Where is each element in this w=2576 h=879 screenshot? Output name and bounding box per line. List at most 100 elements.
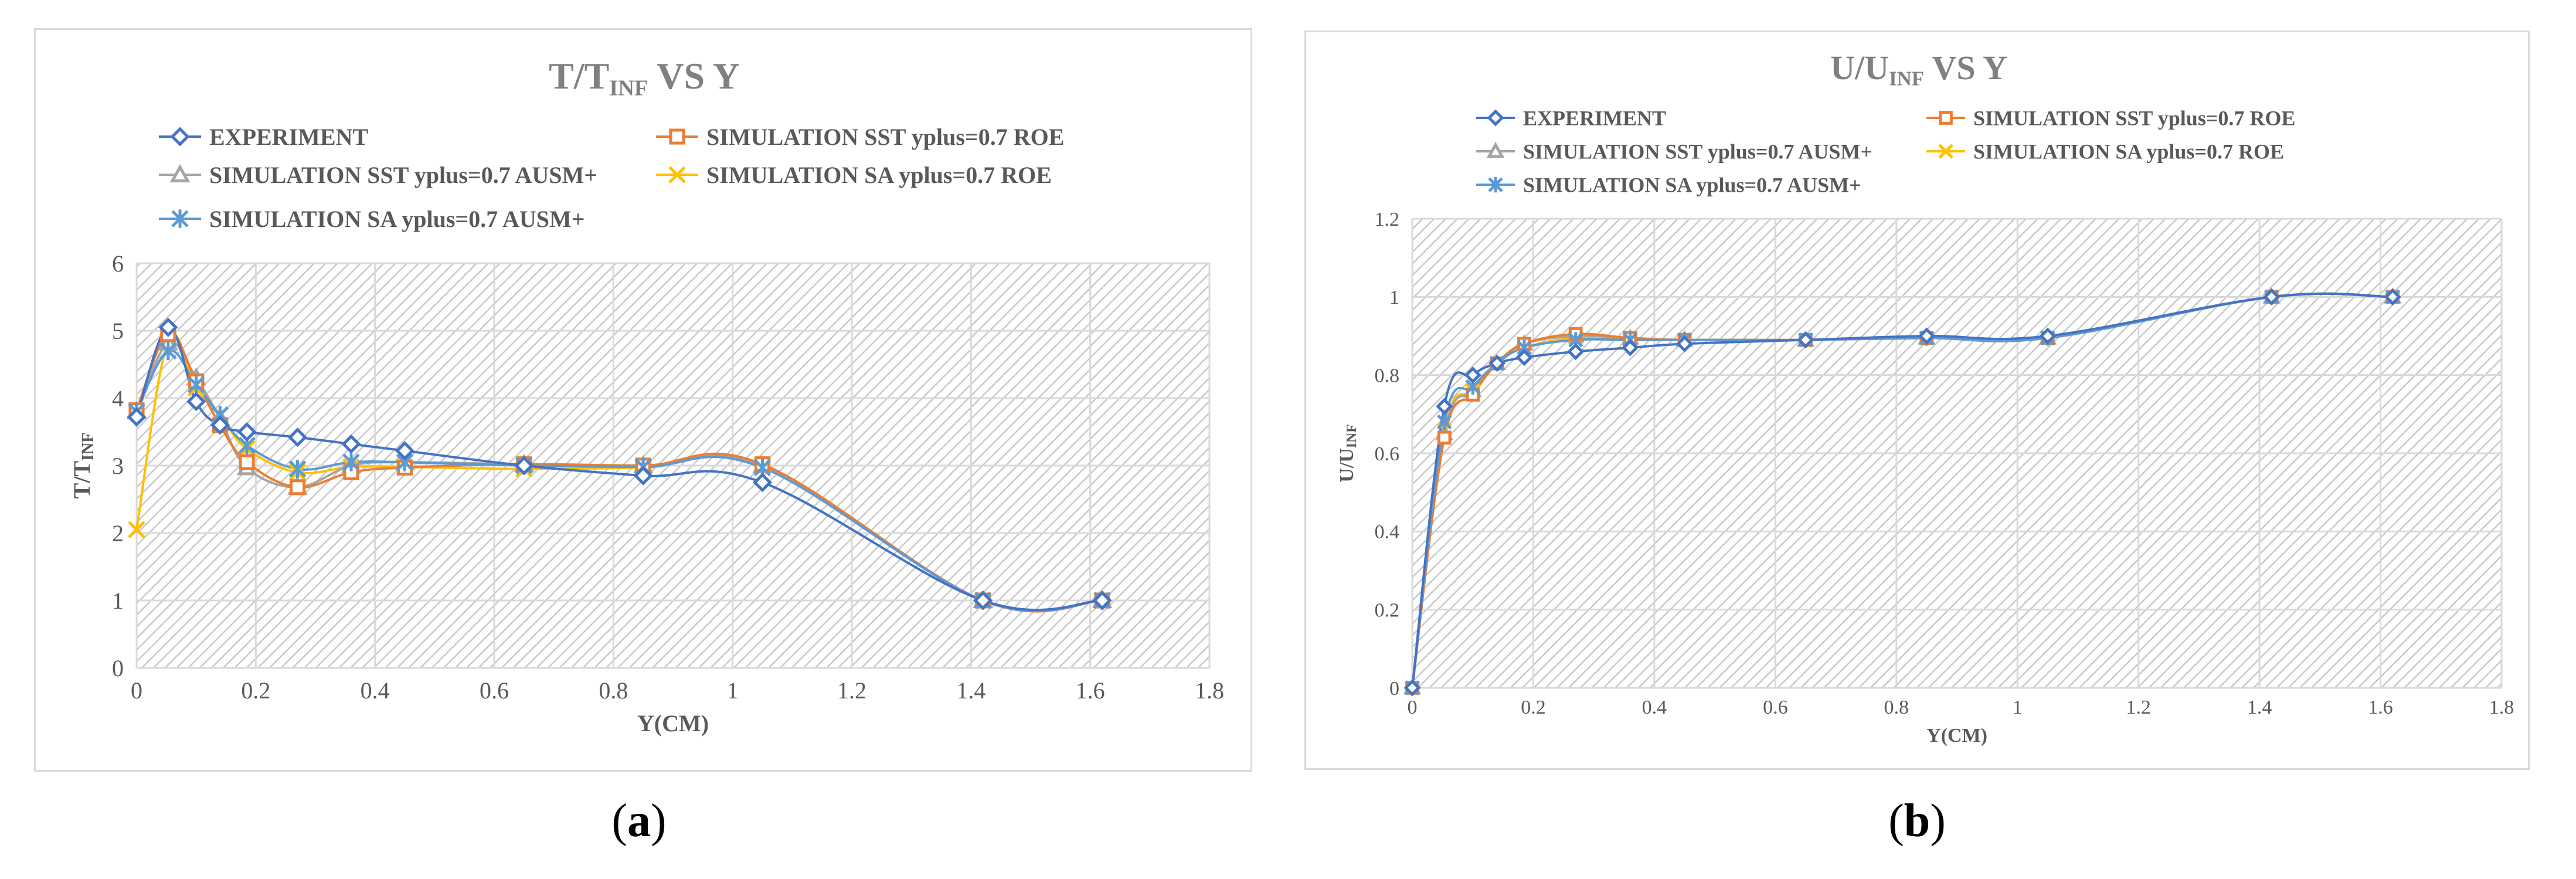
data-point	[1403, 679, 1421, 697]
chart-b-panel: 0 0.2 0.4 0.6 0.8 1 1.2 0 0.2 0.4 0.6 0.8 1 1.2 1.4 1.6…	[1304, 30, 2530, 770]
x-tick-label: 0.4	[1642, 697, 1667, 718]
subfigure-label-a: (a)	[611, 795, 667, 847]
chart-b: 0 0.2 0.4 0.6 0.8 1 1.2 0 0.2 0.4 0.6 0.8 1 1.2 1.4 1.6…	[1336, 49, 2514, 746]
legend-entry: EXPERIMENT	[1476, 107, 1666, 130]
data-point	[1464, 366, 1481, 384]
x-tick-label: 1.2	[2126, 697, 2151, 718]
data-point	[158, 317, 178, 337]
legend-marker	[1939, 111, 1953, 125]
legend-label: SIMULATION SST yplus=0.7 AUSM+	[1523, 140, 1872, 164]
y-tick-label: 0.8	[1375, 365, 1400, 387]
chart-a-panel: 0 1 2 3 4 5 6 0 0.2 0.4 0.6 0.8 1 1.2 1.4 1.6 1.8 T/TINF …	[34, 28, 1252, 772]
data-point	[1488, 355, 1506, 372]
legend-entry: SIMULATION SA yplus=0.7 AUSM+	[1476, 174, 1861, 197]
data-point	[2263, 288, 2281, 306]
data-point	[1092, 590, 1112, 610]
legend-label: SIMULATION SST yplus=0.7 ROE	[1973, 107, 2295, 130]
legend-label: SIMULATION SA yplus=0.7 ROE	[1973, 140, 2284, 164]
legend-marker	[170, 127, 190, 147]
data-point	[2384, 288, 2401, 306]
data-point	[289, 479, 306, 496]
data-point	[210, 415, 230, 435]
x-axis-label: Y(CM)	[637, 710, 709, 737]
legend-label: SIMULATION SA yplus=0.7 AUSM+	[1523, 174, 1861, 197]
x-tick-label: 1.4	[2247, 697, 2272, 718]
data-point	[1436, 414, 1452, 430]
legend-marker	[1486, 141, 1505, 158]
data-point	[1797, 331, 1814, 349]
x-axis-label: Y(CM)	[1926, 725, 1987, 746]
y-tick-label: 5	[112, 318, 124, 344]
y-tick-label: 1.2	[1375, 209, 1400, 230]
x-tick-label: 1.4	[956, 677, 985, 704]
x-tick-label: 0.6	[1763, 697, 1788, 718]
data-point	[752, 473, 773, 493]
data-point	[288, 460, 307, 478]
x-tick-label: 0.2	[241, 677, 270, 704]
data-point	[127, 407, 147, 427]
legend-marker	[1938, 144, 1953, 159]
x-tick-label: 1.2	[837, 677, 866, 704]
legend-entry: SIMULATION SST yplus=0.7 ROE	[656, 124, 1064, 150]
x-tick-label: 0.2	[1521, 697, 1546, 718]
legend-label: EXPERIMENT	[209, 124, 368, 150]
legend-marker	[169, 164, 191, 182]
legend-label: EXPERIMENT	[1523, 107, 1666, 130]
x-tick-label: 1.6	[1076, 677, 1105, 704]
y-tick-label: 1	[1389, 287, 1399, 308]
subfigure-label-b: (b)	[1888, 795, 1946, 847]
y-tick-label: 0.4	[1375, 521, 1400, 543]
x-tick-label: 0.6	[480, 677, 509, 704]
data-point	[1676, 335, 1694, 352]
legend-marker	[669, 128, 685, 145]
legend-label: SIMULATION SST yplus=0.7 ROE	[706, 124, 1064, 150]
data-point	[186, 392, 206, 412]
data-point	[395, 441, 415, 461]
legend-entry: EXPERIMENT	[159, 124, 368, 150]
data-point	[187, 375, 205, 394]
data-point	[1437, 430, 1452, 445]
y-tick-label: 3	[112, 453, 124, 479]
x-tick-label: 1	[727, 677, 739, 704]
x-tick-label: 0	[1408, 697, 1418, 718]
series-line	[1411, 292, 2393, 688]
legend-marker	[171, 209, 189, 228]
data-point	[287, 427, 308, 447]
x-tick-label: 1.8	[1195, 677, 1224, 704]
legend-marker	[1488, 177, 1503, 193]
x-tick-label: 1.8	[2489, 697, 2514, 718]
x-tick-label: 0	[131, 677, 142, 704]
data-point	[239, 454, 255, 470]
data-point	[1515, 349, 1533, 366]
data-point	[128, 521, 145, 539]
data-point	[1918, 327, 1935, 345]
legend-entry: SIMULATION SST yplus=0.7 AUSM+	[1476, 140, 1872, 164]
data-point	[973, 590, 993, 610]
x-tick-label: 0.8	[1884, 697, 1909, 718]
legend-label: SIMULATION SA yplus=0.7 ROE	[706, 162, 1052, 188]
y-tick-label: 4	[112, 385, 124, 412]
chart-title: T/TINF VS Y	[549, 55, 740, 101]
chart-title: U/UINF VS Y	[1830, 49, 2007, 90]
data-point	[342, 453, 360, 471]
y-axis-label: U/UINF	[1336, 424, 1360, 483]
y-tick-label: 0.2	[1375, 600, 1400, 622]
data-point	[1567, 343, 1585, 361]
series-line	[1411, 292, 2393, 688]
y-axis-label: T/TINF	[69, 433, 97, 499]
legend-label: SIMULATION SST yplus=0.7 AUSM+	[209, 162, 597, 188]
x-tick-label: 0.4	[361, 677, 390, 704]
legend-entry: SIMULATION SST yplus=0.7 ROE	[1926, 107, 2295, 130]
data-point	[514, 456, 534, 476]
legend-marker	[668, 166, 686, 184]
legend-entry: SIMULATION SA yplus=0.7 ROE	[656, 162, 1052, 188]
x-tick-label: 1	[2013, 697, 2023, 718]
y-tick-label: 1	[112, 588, 124, 614]
legend-marker	[1487, 109, 1504, 127]
y-tick-label: 6	[112, 250, 124, 277]
x-tick-label: 0.8	[599, 677, 628, 704]
legend-entry: SIMULATION SA yplus=0.7 AUSM+	[159, 206, 585, 232]
y-tick-label: 0	[112, 655, 124, 681]
data-point	[1436, 398, 1453, 415]
data-point	[2039, 327, 2057, 345]
